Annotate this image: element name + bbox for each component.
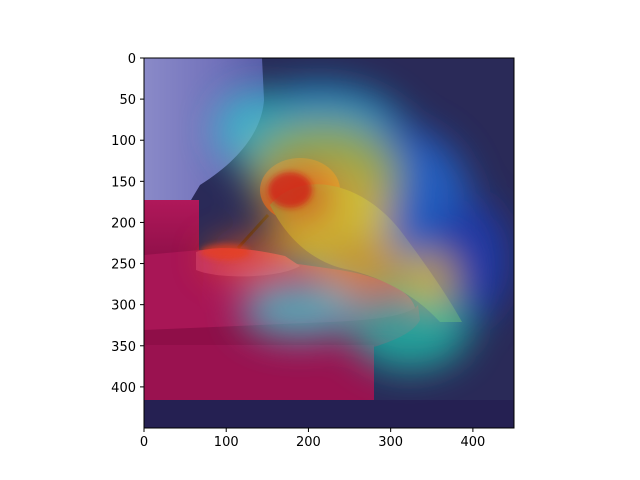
y-tick-label: 0 [128, 52, 136, 67]
y-tick-label: 400 [111, 381, 136, 396]
heat-core [200, 172, 312, 260]
x-tick-label: 300 [378, 435, 403, 450]
x-tick-label: 200 [296, 435, 321, 450]
x-tick-label: 400 [460, 435, 485, 450]
x-axis: 0 100 200 300 400 [140, 428, 485, 450]
plot-area [144, 58, 514, 428]
y-tick-label: 250 [111, 258, 136, 273]
bottom-dark-band [144, 400, 514, 428]
x-tick-label: 0 [140, 435, 148, 450]
feeder-bottle [144, 58, 264, 205]
y-tick-label: 200 [111, 216, 136, 231]
y-tick-label: 350 [111, 340, 136, 355]
y-tick-label: 300 [111, 299, 136, 314]
y-tick-label: 100 [111, 134, 136, 149]
x-tick-label: 100 [214, 435, 239, 450]
y-tick-label: 50 [119, 93, 136, 108]
y-axis: 0 50 100 150 200 250 300 350 400 [111, 52, 144, 396]
y-tick-label: 150 [111, 175, 136, 190]
plot-frame [143, 57, 515, 429]
